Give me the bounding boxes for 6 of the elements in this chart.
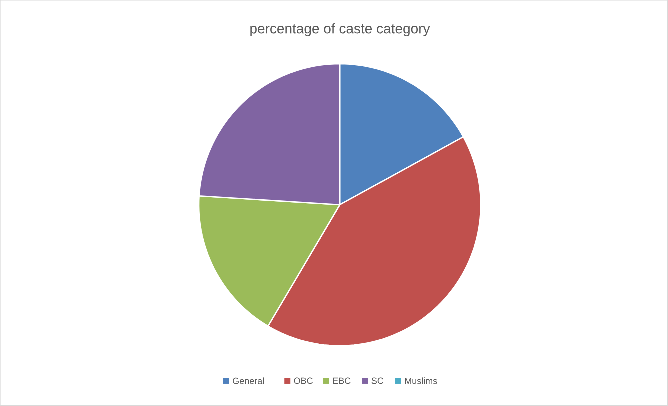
legend-label: General <box>233 378 264 384</box>
legend-label: OBC <box>294 378 313 384</box>
legend-label: SC <box>372 378 384 384</box>
legend-label: EBC <box>333 378 351 384</box>
chart-title: percentage of caste category <box>250 23 430 37</box>
legend-label: Muslims <box>405 378 438 384</box>
